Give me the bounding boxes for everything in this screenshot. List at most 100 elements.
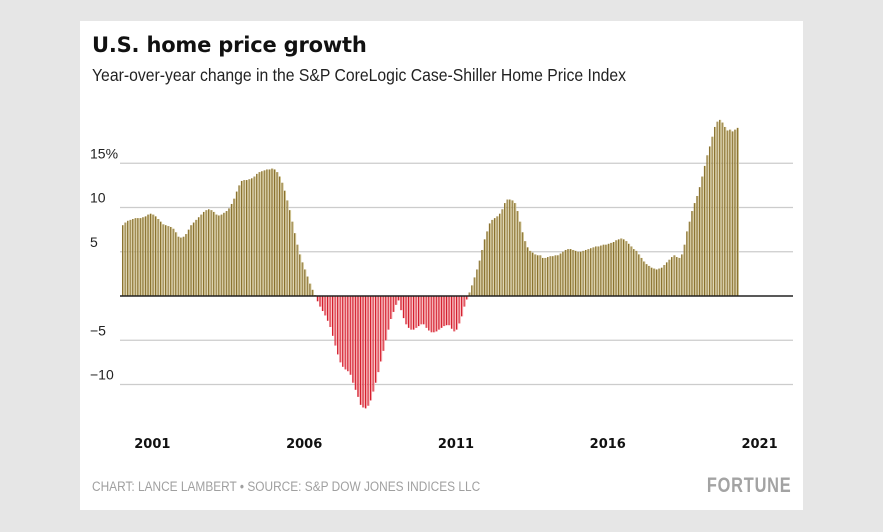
bar: [668, 259, 671, 296]
bar-light: [694, 203, 696, 296]
bar-dark: [597, 246, 599, 296]
bar-light: [588, 249, 590, 296]
bar: [271, 168, 274, 296]
bar-light: [452, 296, 453, 329]
bar-light: [689, 221, 691, 296]
bar-light: [358, 296, 360, 397]
bar-light: [338, 296, 340, 355]
bar-dark: [716, 121, 718, 296]
bar: [645, 264, 648, 296]
bar: [554, 255, 557, 296]
bar: [220, 214, 223, 296]
bar-dark: [539, 255, 541, 296]
bar-light: [512, 200, 514, 296]
bar-light: [629, 243, 631, 296]
bar-light: [166, 225, 168, 296]
bar-light: [138, 218, 140, 296]
bar-light: [401, 296, 403, 311]
bar-light: [295, 233, 297, 296]
bar-light: [277, 172, 279, 296]
bar: [311, 289, 314, 296]
bar: [491, 219, 494, 296]
bar-light: [474, 277, 476, 296]
bar-dark: [321, 296, 324, 312]
bar-dark: [349, 296, 351, 375]
bar-dark: [281, 182, 283, 296]
bar-light: [376, 296, 378, 383]
bar: [569, 249, 572, 296]
bar: [501, 209, 504, 296]
bar-dark: [223, 212, 225, 296]
bar: [402, 296, 405, 319]
bar-dark: [683, 244, 685, 296]
bar-dark: [197, 217, 200, 296]
bar-dark: [577, 251, 579, 296]
bar: [324, 296, 327, 316]
bar-light: [373, 296, 375, 392]
bar: [665, 262, 669, 296]
bar: [640, 257, 643, 296]
bar: [266, 169, 269, 296]
bar: [304, 269, 307, 296]
bar-dark: [590, 248, 592, 296]
bar-light: [672, 257, 674, 296]
bar: [397, 296, 400, 301]
bar-light: [282, 182, 284, 296]
bar-dark: [316, 296, 319, 302]
bar: [481, 249, 484, 296]
bar-light: [426, 296, 428, 328]
bar-dark: [122, 225, 124, 296]
bar-light: [133, 219, 135, 296]
bar-light: [398, 296, 400, 301]
bar-dark: [352, 296, 354, 383]
bar-dark: [339, 296, 341, 363]
chart-subtitle: Year-over-year change in the S&P CoreLog…: [92, 65, 627, 85]
bar: [584, 249, 588, 296]
bar-dark: [663, 265, 665, 296]
bar-light: [355, 296, 357, 390]
bar-light: [715, 126, 717, 296]
bar-dark: [567, 249, 569, 296]
bar-light: [366, 296, 367, 409]
bar-light: [168, 226, 170, 296]
bar-dark: [648, 265, 650, 296]
bar-light: [702, 176, 704, 296]
bar-dark: [202, 211, 205, 296]
bar-light: [348, 296, 350, 372]
bar-dark: [248, 179, 250, 296]
bar: [577, 251, 580, 296]
bar-light: [312, 289, 314, 296]
bar-light: [717, 121, 719, 296]
bar-dark: [200, 214, 202, 296]
bar: [559, 253, 562, 296]
bar-light: [176, 232, 178, 296]
bar: [230, 203, 233, 296]
bar: [213, 211, 216, 296]
bar: [673, 255, 676, 296]
bar-light: [651, 267, 653, 296]
bar-dark: [180, 237, 182, 296]
bar-light: [275, 169, 276, 296]
bar-dark: [263, 170, 265, 296]
bar-light: [209, 209, 211, 296]
bar-light: [404, 296, 405, 319]
bar: [162, 224, 165, 296]
bar: [364, 296, 367, 409]
bar-dark: [271, 168, 273, 296]
bar: [691, 211, 694, 296]
bar-dark: [714, 126, 716, 296]
bar: [147, 214, 150, 296]
bar-dark: [731, 131, 733, 296]
bar-dark: [448, 296, 450, 326]
bar: [392, 296, 395, 312]
bar-dark: [344, 296, 346, 370]
bar-dark: [288, 210, 291, 296]
bar: [400, 296, 403, 311]
bar: [509, 199, 512, 296]
bar-dark: [326, 296, 329, 321]
bar-dark: [445, 296, 448, 326]
bar-dark: [640, 257, 642, 296]
bar: [582, 250, 585, 296]
bar: [602, 244, 605, 296]
bar-dark: [678, 257, 680, 296]
